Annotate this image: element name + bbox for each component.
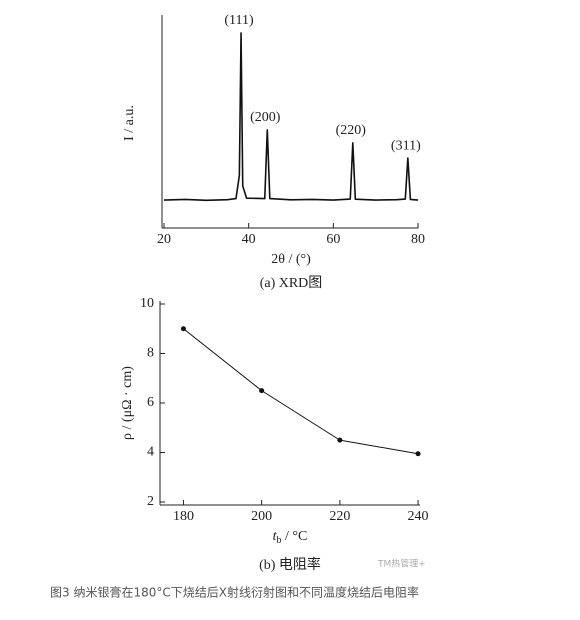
y-tick-label: 8: [147, 346, 154, 361]
peak-label: (200): [250, 110, 281, 125]
data-point: [180, 326, 186, 332]
data-line: [183, 328, 419, 455]
x-tick-label: 240: [408, 509, 429, 524]
data-point: [337, 437, 343, 443]
data-line: [163, 32, 419, 202]
x-axis-label: 2θ / (°): [271, 252, 311, 267]
x-tick-label: 200: [251, 509, 272, 524]
y-tick-label: 2: [147, 494, 154, 509]
y-tick-label: 6: [147, 395, 154, 410]
y-axis-label: I / a.u.: [122, 105, 137, 141]
x-tick-label: 60: [326, 232, 340, 247]
x-tick-label: 180: [173, 509, 194, 524]
chart-caption: (b) 电阻率: [259, 556, 321, 573]
data-point: [259, 388, 265, 394]
peak-label: (220): [336, 123, 367, 138]
figure-caption: 图3 纳米银膏在180°C下烧结后X射线衍射图和不同温度烧结后电阻率: [50, 585, 419, 600]
y-tick-label: 4: [147, 445, 154, 460]
x-axis-label: tb / °C: [273, 529, 308, 546]
peak-label: (111): [224, 13, 254, 28]
x-label-rest: / °C: [282, 529, 308, 544]
x-label-sub: b: [277, 535, 282, 546]
x-tick-label: 80: [411, 232, 425, 247]
watermark: TM热管理+: [377, 558, 426, 570]
y-tick-label: 10: [140, 296, 154, 311]
x-label-main: t: [273, 529, 278, 544]
y-axis-label: ρ / (μΩ · cm): [120, 366, 135, 440]
data-point: [415, 451, 421, 457]
x-tick-label: 40: [242, 232, 256, 247]
peak-label: (311): [391, 138, 421, 153]
x-tick-label: 20: [157, 232, 171, 247]
chart-caption: (a) XRD图: [260, 276, 323, 291]
x-tick-label: 220: [329, 509, 350, 524]
